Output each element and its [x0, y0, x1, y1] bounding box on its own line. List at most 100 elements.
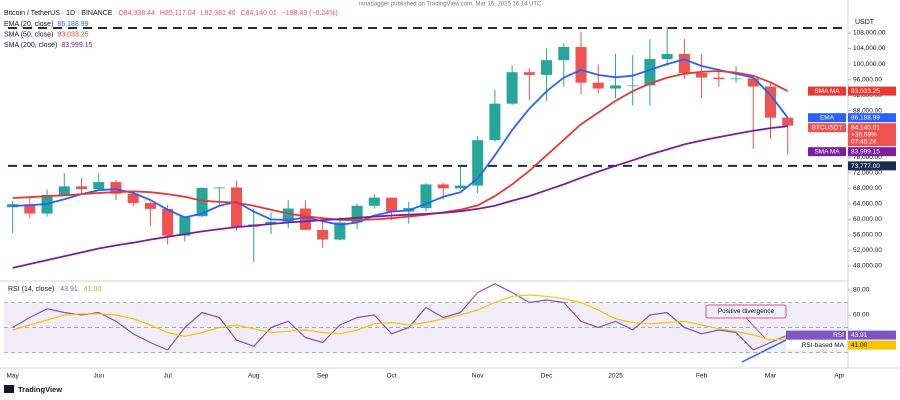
legend-name: SMA (200, close) — [4, 42, 57, 49]
candle-body — [144, 203, 156, 209]
candle-body — [265, 221, 277, 225]
tag-value-box — [848, 147, 896, 157]
series-line — [12, 294, 788, 341]
tag-value: 93,033.25 — [851, 88, 880, 95]
rsi-ma-legend-value: 41.00 — [84, 286, 102, 293]
candle-body — [317, 229, 329, 240]
annotation-text: Positive divergence — [718, 308, 775, 315]
legend-entry: SMA (200, close) 83,999.15 — [4, 42, 93, 49]
tag-value-box — [848, 330, 896, 340]
y-tick-label: 64,000.00 — [853, 201, 882, 208]
candle-body — [506, 72, 518, 104]
tag-value: 73,777.00 — [851, 163, 880, 170]
x-tick-label: Jun — [93, 373, 104, 380]
y-tick-label: 60.00 — [853, 312, 870, 319]
x-tick-label: Sep — [317, 373, 329, 380]
candle-body — [575, 46, 587, 83]
tag-value-box — [848, 340, 896, 350]
x-tick-label: Dec — [541, 373, 553, 380]
legend-entry: SMA (50, close) 93,033.25 — [4, 31, 89, 38]
ohlc-change: −198.43 (−0.24%) — [282, 10, 338, 17]
legend-value: 93,033.25 — [57, 31, 88, 38]
rsi-legend-value: 43.91 — [60, 286, 78, 293]
candle-body — [437, 184, 449, 189]
candle-body — [386, 197, 398, 212]
candle-body — [678, 53, 690, 73]
tag-name-box — [808, 123, 846, 133]
candle-body — [24, 204, 36, 214]
series-line — [12, 70, 789, 221]
tag-name-box — [786, 340, 846, 350]
candle-body — [472, 140, 484, 186]
candle-body — [661, 53, 673, 60]
tag-name: SMA MA — [814, 149, 840, 156]
y-tick-label: 72,000.00 — [853, 169, 882, 176]
candle-body — [213, 187, 225, 189]
ohlc-high: H85,117.04 — [160, 10, 196, 17]
published-note: ranadagger published on TradingView.com,… — [358, 2, 542, 8]
x-tick-label: Mar — [765, 373, 777, 380]
x-tick-label: 2025 — [608, 373, 623, 380]
header: Bitcoin / TetherUS · 1D · BINANCE O84,33… — [4, 10, 338, 17]
candle-body — [162, 208, 174, 236]
series-line — [12, 125, 788, 269]
y-tick-label: 48,000.00 — [853, 263, 882, 270]
legend-name: SMA (50, close) — [4, 31, 53, 38]
candle-body — [644, 59, 656, 86]
x-tick-label: Oct — [386, 373, 396, 380]
series-line — [12, 283, 788, 351]
candle-body — [454, 185, 466, 189]
divergence-trendline — [741, 339, 787, 363]
candle-body — [558, 46, 570, 61]
candle-body — [351, 205, 363, 223]
candle-body — [58, 186, 70, 195]
candle-body — [627, 85, 639, 87]
rsi-title: RSI (14, close) — [8, 286, 54, 293]
unit-label: USDT — [855, 19, 875, 26]
tag-value: 86,188.99 — [851, 115, 880, 122]
tag-name: BTCUSDT — [812, 125, 843, 132]
y-tick-label: 60,000.00 — [853, 216, 882, 223]
tag-name-box — [808, 147, 846, 157]
y-tick-label: 104,000.00 — [853, 45, 886, 52]
y-tick-label: 108,000.00 — [853, 30, 886, 37]
candle-body — [713, 77, 725, 80]
candle-body — [523, 72, 535, 75]
candle-body — [592, 82, 604, 89]
tag-value: 41.00 — [851, 342, 868, 349]
legend-value: 83,999.15 — [61, 42, 92, 49]
candle-body — [489, 103, 501, 141]
series-line — [12, 58, 789, 226]
candle-body — [110, 182, 122, 194]
candle-body — [179, 216, 191, 236]
candle-body — [196, 187, 208, 217]
tag-value: 83,999.15 — [851, 149, 880, 156]
x-tick-label: Jul — [163, 373, 172, 380]
candle-body — [299, 208, 311, 230]
y-tick-label: 100,000.00 — [853, 61, 886, 68]
y-tick-label: 88,000.00 — [853, 107, 882, 114]
candle-body — [696, 72, 708, 78]
x-tick-label: Apr — [834, 373, 845, 380]
tag-value: 43.91 — [851, 332, 868, 339]
tag-name-box — [786, 330, 846, 340]
x-tick-label: May — [6, 373, 19, 380]
y-tick-label: 76,000.00 — [853, 154, 882, 161]
ohlc-close: C84,140.01 — [241, 10, 277, 17]
tag-name: RSI-based MA — [802, 342, 845, 349]
tag-name: RSI — [833, 332, 844, 339]
tag-value-box — [848, 86, 896, 96]
candle-body — [609, 85, 621, 89]
candle-body — [368, 197, 380, 206]
tag-value-box — [848, 161, 896, 171]
x-tick-label: Aug — [248, 373, 260, 380]
y-tick-label: 68,000.00 — [853, 185, 882, 192]
tag-value: 84,140.01 — [851, 125, 880, 132]
symbol-title: Bitcoin / TetherUS · 1D · BINANCE — [4, 10, 113, 17]
candle-body — [782, 117, 794, 126]
ohlc-open: O84,338.44 — [118, 10, 155, 17]
y-tick-label: 52,000.00 — [853, 247, 882, 254]
candle-body — [541, 60, 553, 75]
y-tick-label: 56,000.00 — [853, 232, 882, 239]
